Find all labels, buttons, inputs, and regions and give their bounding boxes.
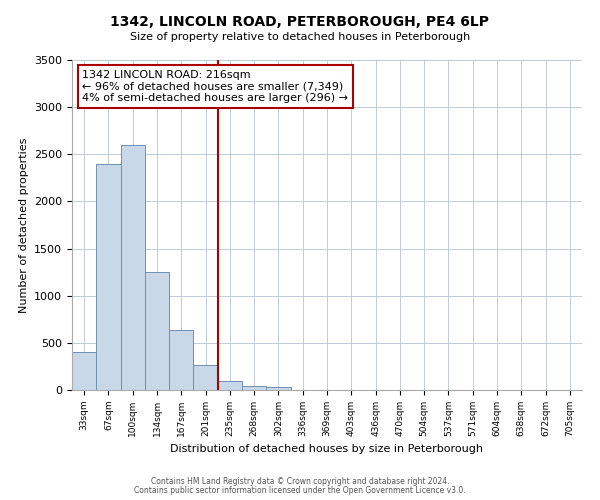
Bar [169,330,193,390]
Bar [218,380,242,390]
Bar [121,145,145,390]
Text: 1342, LINCOLN ROAD, PETERBOROUGH, PE4 6LP: 1342, LINCOLN ROAD, PETERBOROUGH, PE4 6L… [110,15,490,29]
Text: 1342 LINCOLN ROAD: 216sqm
← 96% of detached houses are smaller (7,349)
4% of sem: 1342 LINCOLN ROAD: 216sqm ← 96% of detac… [82,70,348,103]
Bar [72,352,96,390]
X-axis label: Distribution of detached houses by size in Peterborough: Distribution of detached houses by size … [170,444,484,454]
Text: Contains public sector information licensed under the Open Government Licence v3: Contains public sector information licen… [134,486,466,495]
Bar [96,164,121,390]
Y-axis label: Number of detached properties: Number of detached properties [19,138,29,312]
Text: Size of property relative to detached houses in Peterborough: Size of property relative to detached ho… [130,32,470,42]
Bar [266,387,290,390]
Bar [242,386,266,390]
Text: Contains HM Land Registry data © Crown copyright and database right 2024.: Contains HM Land Registry data © Crown c… [151,477,449,486]
Bar [145,272,169,390]
Bar [193,364,218,390]
